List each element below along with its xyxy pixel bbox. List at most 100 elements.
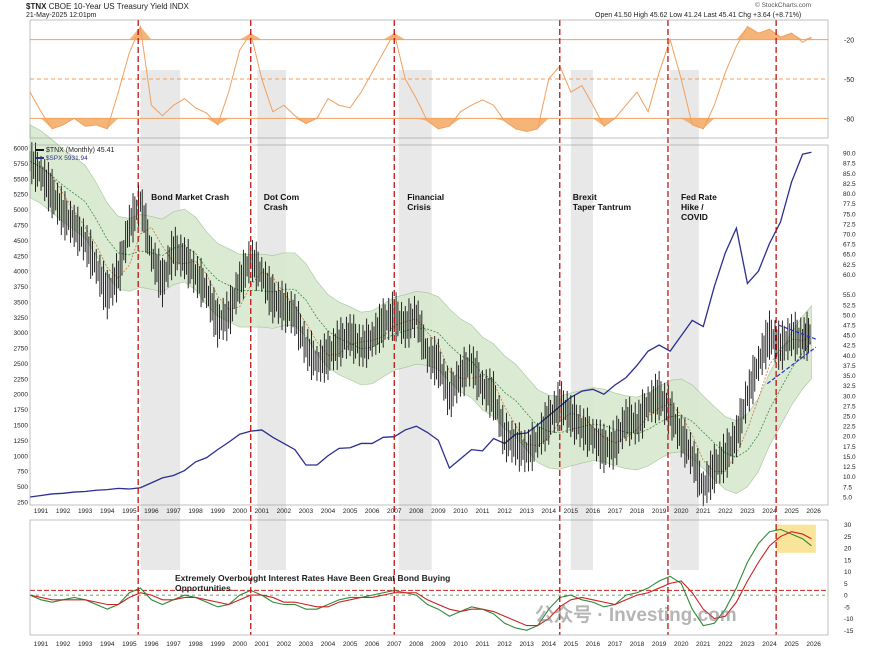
x-tick-label-main-34: 2025	[784, 508, 799, 515]
x-tick-label-main-32: 2023	[740, 508, 755, 515]
x-tick-label-macd-0: 1991	[34, 641, 49, 648]
rsi-overbought-fill	[30, 26, 812, 40]
macd-tick-label-5: 10	[844, 569, 852, 576]
watermark: 公众号 · Investing.com	[535, 605, 737, 626]
x-tick-label-main-20: 2011	[476, 508, 490, 515]
x-tick-label-main-13: 2004	[321, 508, 336, 515]
right-tick-label-22: 62.5	[843, 262, 856, 269]
x-tick-label-main-9: 2000	[232, 508, 247, 515]
event-label-4: COVID	[681, 212, 708, 222]
x-tick-label-main-21: 2012	[497, 508, 512, 515]
symbol-label: $TNX	[26, 2, 47, 11]
event-label-2: Crisis	[407, 202, 431, 212]
bollinger-band	[29, 124, 812, 494]
x-tick-label-main-24: 2015	[564, 508, 579, 515]
rsi-panel: -20 -50 -80	[29, 24, 854, 132]
right-tick-label-12: 35.0	[843, 373, 856, 380]
right-tick-label-6: 20.0	[843, 434, 856, 441]
left-tick-label-3: 1000	[14, 453, 29, 460]
x-tick-label-macd-17: 2008	[409, 641, 424, 648]
right-tick-label-30: 82.5	[843, 181, 856, 188]
x-tick-label-macd-24: 2015	[564, 641, 579, 648]
x-tick-label-macd-11: 2002	[277, 641, 292, 648]
right-tick-label-32: 87.5	[843, 161, 856, 168]
right-tick-label-29: 80.0	[843, 191, 856, 198]
x-tick-label-main-11: 2002	[277, 508, 292, 515]
x-tick-label-macd-10: 2001	[255, 641, 270, 648]
right-tick-label-5: 17.5	[843, 444, 856, 451]
symbol-description: CBOE 10-Year US Treasury Yield INDX	[48, 2, 189, 11]
macd-tick-label-3: 0	[844, 593, 848, 600]
x-tick-label-macd-29: 2020	[674, 641, 689, 648]
x-tick-label-main-28: 2019	[652, 508, 667, 515]
right-tick-label-24: 67.5	[843, 242, 856, 249]
x-tick-label-macd-23: 2014	[542, 641, 557, 648]
x-tick-label-main-15: 2006	[365, 508, 380, 515]
left-tick-label-13: 3500	[14, 299, 29, 306]
x-tick-label-macd-26: 2017	[608, 641, 623, 648]
left-tick-label-0: 250	[17, 499, 28, 506]
x-tick-label-main-5: 1996	[144, 508, 159, 515]
x-tick-label-macd-9: 2000	[232, 641, 247, 648]
macd-tick-label-9: 30	[844, 522, 852, 529]
left-tick-label-1: 500	[17, 484, 28, 491]
x-tick-label-macd-28: 2019	[652, 641, 667, 648]
left-tick-label-19: 5000	[14, 207, 29, 214]
shaded-period-0	[140, 70, 181, 570]
left-tick-label-6: 1750	[14, 407, 29, 414]
x-tick-label-macd-20: 2011	[476, 641, 490, 648]
left-tick-label-11: 3000	[14, 330, 29, 337]
x-tick-label-macd-30: 2021	[696, 641, 711, 648]
rsi-tick-label-2: -80	[844, 116, 854, 123]
x-tick-label-main-4: 1995	[122, 508, 137, 515]
macd-highlight-box	[776, 524, 816, 553]
right-tick-label-26: 72.5	[843, 221, 856, 228]
rsi-line	[29, 24, 812, 132]
left-tick-label-2: 750	[17, 469, 28, 476]
event-label-1: Dot Com	[264, 192, 300, 202]
x-tick-label-main-33: 2024	[762, 508, 777, 515]
x-tick-label-main-23: 2014	[542, 508, 557, 515]
x-tick-label-macd-4: 1995	[122, 641, 137, 648]
x-tick-label-main-14: 2005	[343, 508, 358, 515]
x-tick-label-main-10: 2001	[255, 508, 270, 515]
x-tick-label-main-29: 2020	[674, 508, 689, 515]
x-tick-label-macd-6: 1997	[166, 641, 181, 648]
macd-tick-label-1: -10	[844, 616, 854, 623]
legend-tnx-swatch	[36, 149, 44, 152]
x-tick-label-macd-5: 1996	[144, 641, 159, 648]
wedge-upper-line	[778, 324, 817, 340]
left-tick-label-22: 5750	[14, 161, 29, 168]
right-tick-label-14: 40.0	[843, 353, 856, 360]
x-tick-label-main-18: 2009	[431, 508, 446, 515]
x-tick-label-macd-3: 1994	[100, 641, 115, 648]
macd-series-1	[29, 531, 812, 627]
right-tick-label-2: 10.0	[843, 474, 856, 481]
right-tick-label-18: 50.0	[843, 312, 856, 319]
right-tick-label-33: 90.0	[843, 151, 856, 158]
event-label-4: Fed Rate	[681, 192, 717, 202]
x-tick-label-macd-13: 2004	[321, 641, 336, 648]
x-tick-label-macd-34: 2025	[784, 641, 799, 648]
legend-spx-swatch	[36, 157, 44, 160]
right-tick-label-21: 60.0	[843, 272, 856, 279]
panel-frame-rsi	[29, 19, 829, 139]
legend-tnx: $TNX (Monthly) 45.41	[36, 147, 114, 154]
x-tick-label-main-25: 2016	[586, 508, 601, 515]
x-tick-label-main-3: 1994	[100, 508, 115, 515]
event-label-3: Brexit	[573, 192, 597, 202]
x-tick-label-main-22: 2013	[519, 508, 534, 515]
left-tick-label-12: 3250	[14, 315, 29, 322]
axes: 5.0 7.5 10.0 12.5 15.0 17.5 20.0 22.5 25.0 27.5 30…	[14, 19, 856, 648]
rsi-tick-label-1: -50	[844, 77, 854, 84]
chart-title: $TNX CBOE 10-Year US Treasury Yield INDX	[26, 2, 189, 11]
x-tick-label-macd-21: 2012	[497, 641, 512, 648]
x-tick-label-macd-8: 1999	[210, 641, 225, 648]
panel-frame-main	[29, 144, 829, 506]
right-tick-label-23: 65.0	[843, 252, 856, 259]
x-tick-label-macd-22: 2013	[519, 641, 534, 648]
right-tick-label-20: 55.0	[843, 292, 856, 299]
